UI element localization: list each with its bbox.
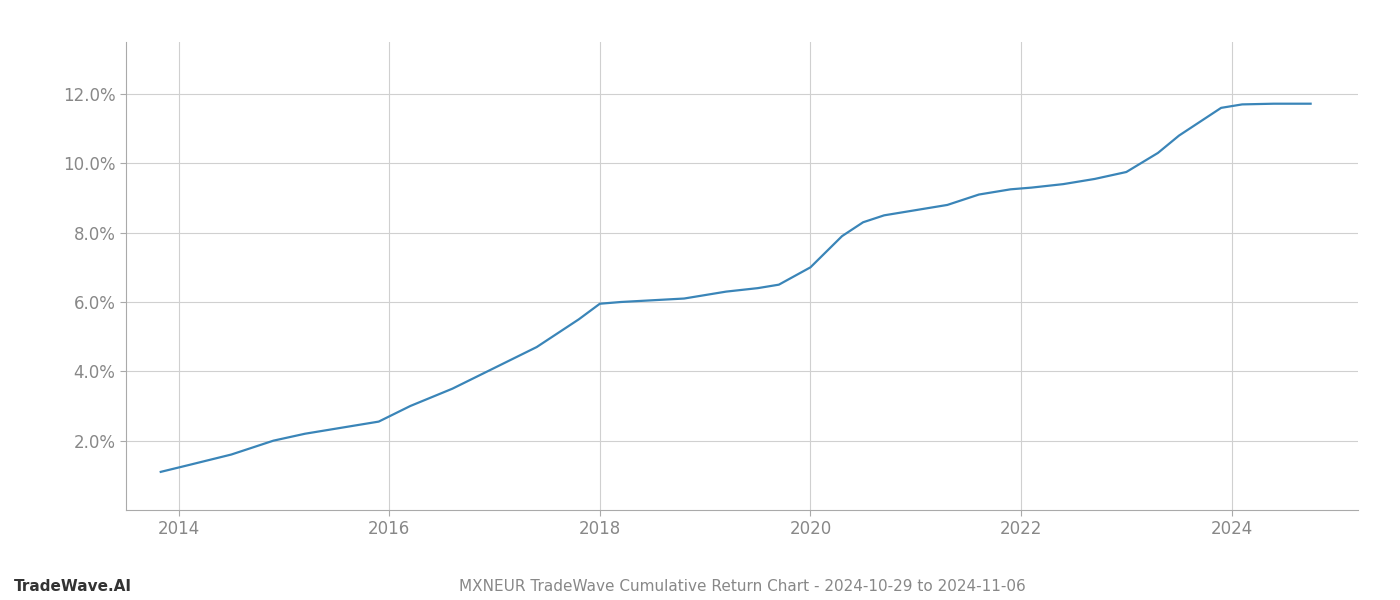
Text: TradeWave.AI: TradeWave.AI [14, 579, 132, 594]
Text: MXNEUR TradeWave Cumulative Return Chart - 2024-10-29 to 2024-11-06: MXNEUR TradeWave Cumulative Return Chart… [459, 579, 1025, 594]
